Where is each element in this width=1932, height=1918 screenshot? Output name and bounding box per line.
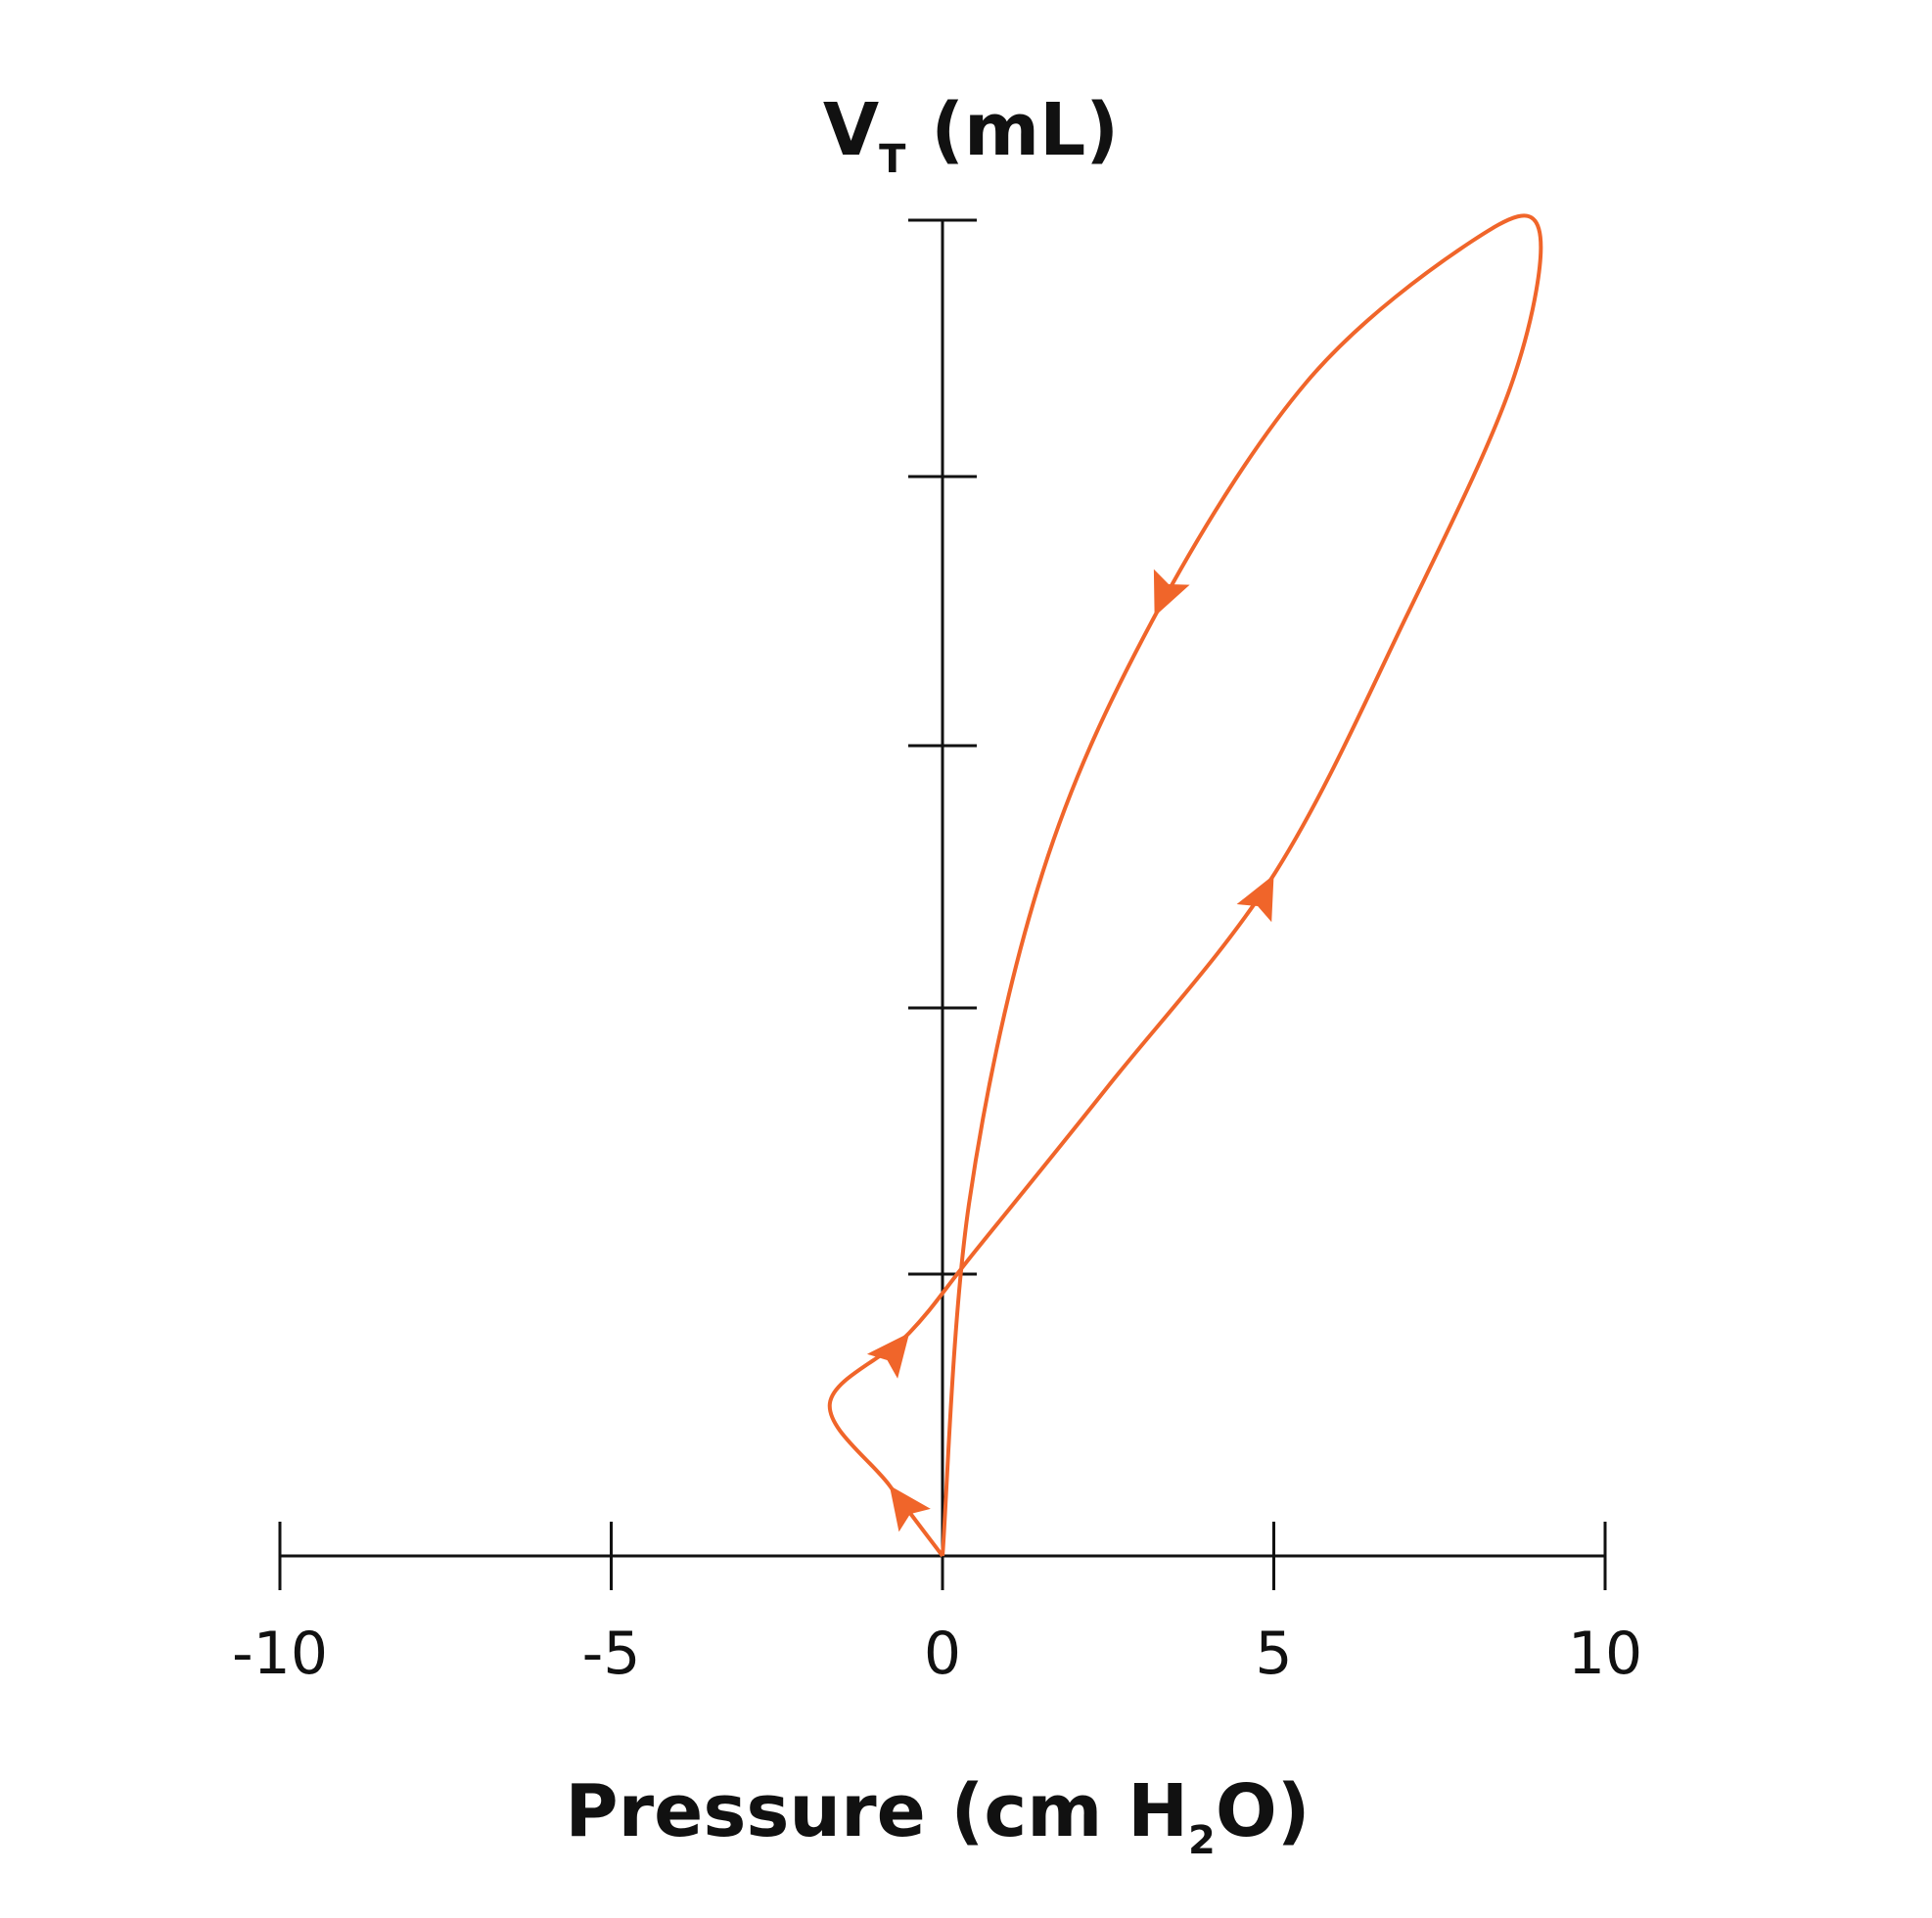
- direction-arrow: [1136, 570, 1189, 624]
- y-axis-title: VT (mL): [823, 88, 1119, 182]
- x-tick-label: -10: [232, 1620, 328, 1688]
- direction-arrow: [1237, 866, 1292, 922]
- x-tick-label: 5: [1255, 1620, 1292, 1688]
- pv-loop-line: [830, 215, 1541, 1556]
- direction-arrow: [874, 1474, 931, 1531]
- x-tick-label: -5: [582, 1620, 641, 1688]
- x-tick-label: 10: [1568, 1620, 1642, 1688]
- x-axis-title: Pressure (cm H2O): [565, 1769, 1310, 1863]
- direction-arrow: [867, 1320, 925, 1378]
- x-tick-label: 0: [924, 1620, 961, 1688]
